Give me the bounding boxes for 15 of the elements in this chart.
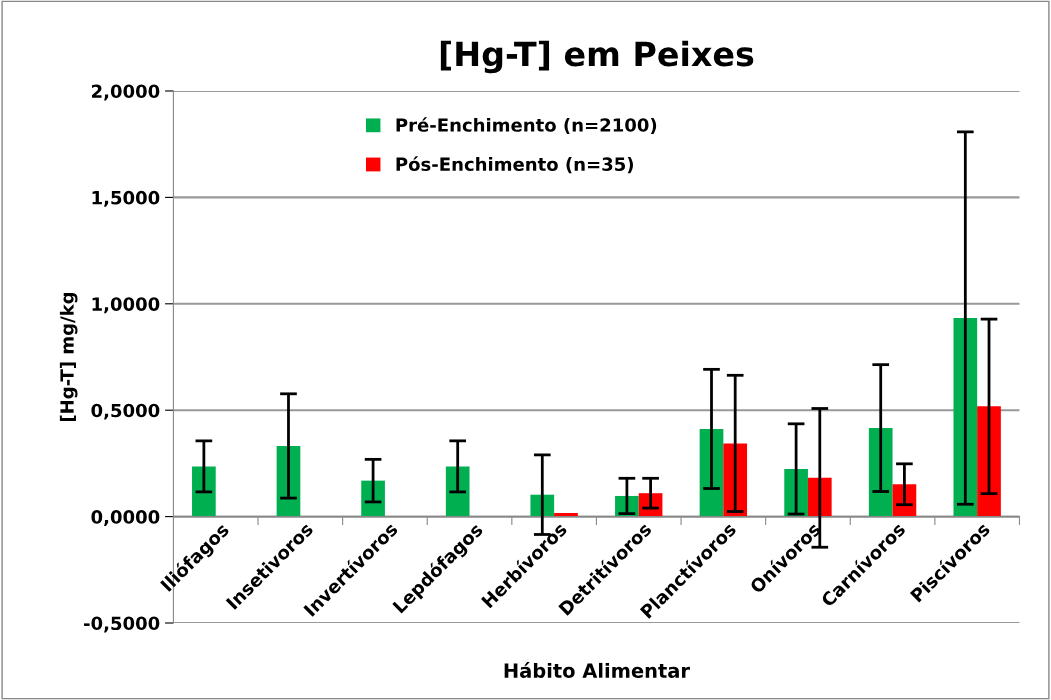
x-axis-title: Hábito Alimentar bbox=[504, 662, 690, 678]
bar bbox=[192, 466, 216, 517]
y-tick-label: -0,5000 bbox=[84, 616, 160, 633]
y-tick-label: 1,5000 bbox=[92, 190, 160, 207]
y-tick-label: 0,5000 bbox=[91, 403, 160, 420]
bar bbox=[977, 406, 1001, 517]
chart-title: [Hg-T] em Peixes bbox=[440, 40, 754, 74]
bar bbox=[361, 480, 385, 517]
y-axis-title: [Hg-T] mg/kg bbox=[59, 292, 78, 422]
bar bbox=[445, 466, 470, 517]
y-tick-label: 2,0000 bbox=[91, 84, 160, 101]
y-tick-label: 0,0000 bbox=[91, 510, 160, 527]
legend-label: Pós-Enchimento (n=35) bbox=[396, 156, 633, 174]
legend-label: Pré-Enchimento (n=2100) bbox=[396, 117, 657, 134]
y-tick-label: 1,0000 bbox=[92, 297, 160, 314]
